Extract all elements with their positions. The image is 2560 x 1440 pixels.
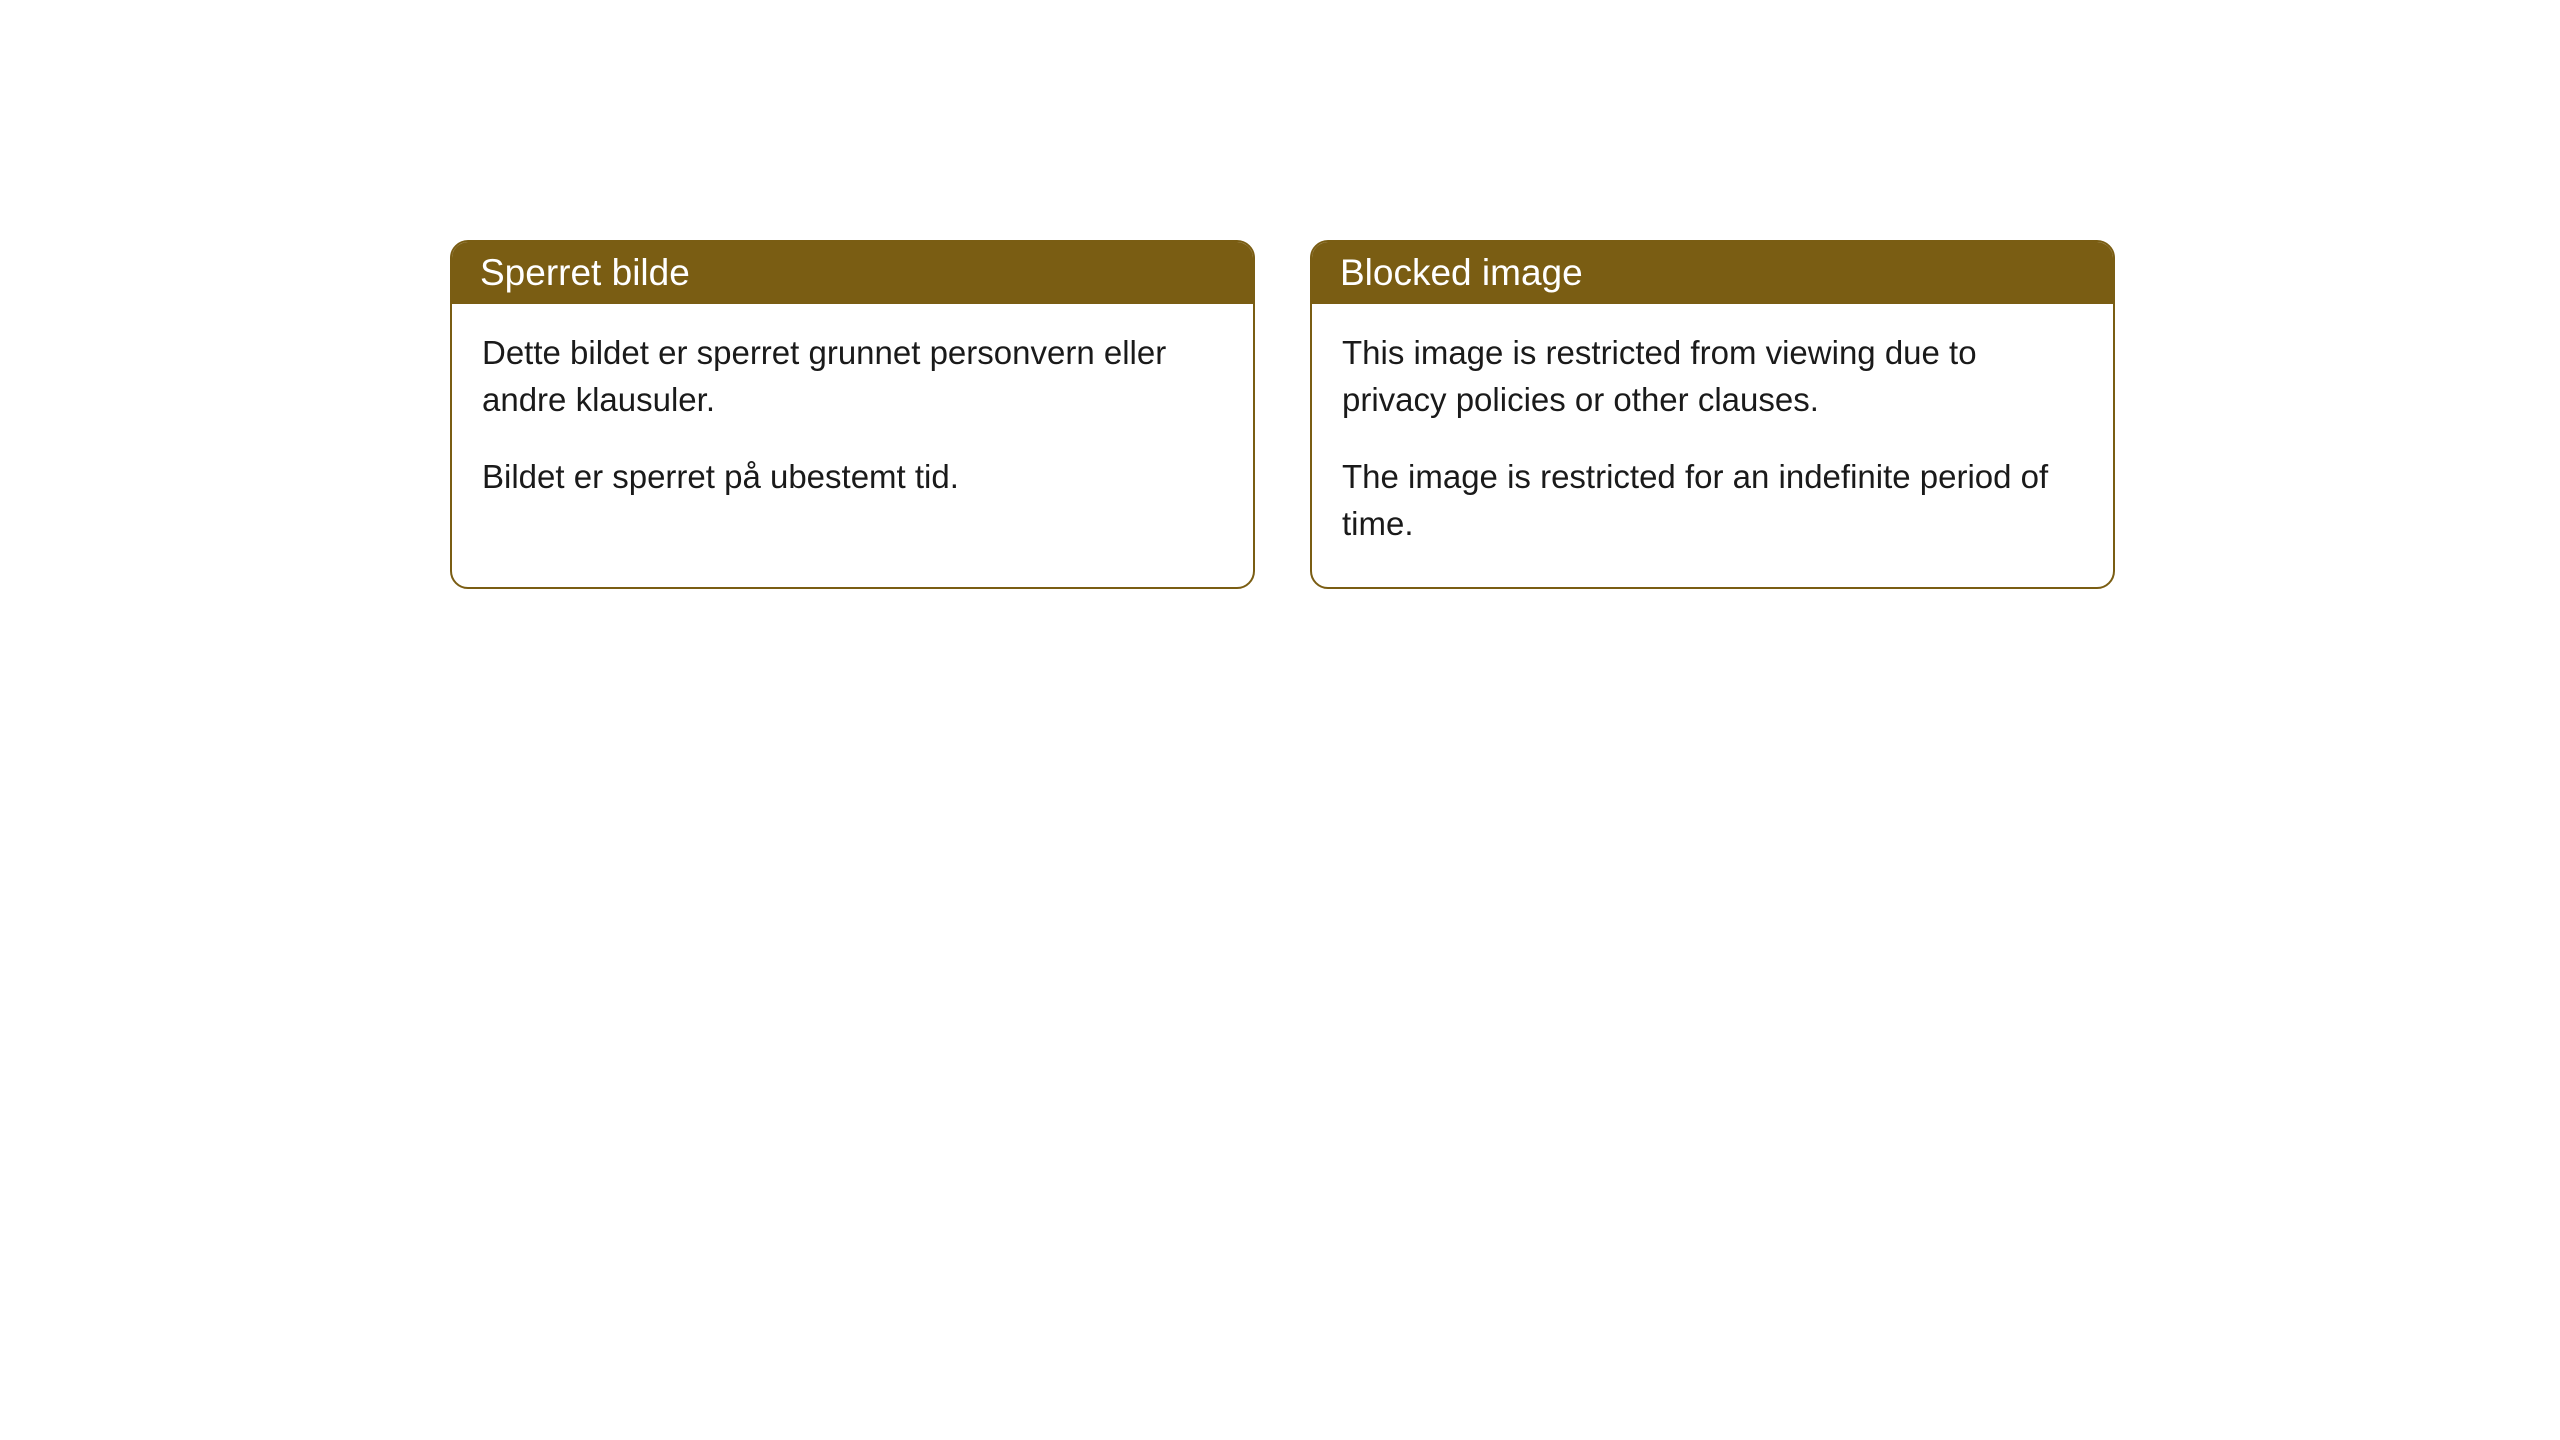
notice-card-norwegian: Sperret bilde Dette bildet er sperret gr…	[450, 240, 1255, 589]
card-paragraph: Bildet er sperret på ubestemt tid.	[482, 454, 1223, 501]
notice-cards-container: Sperret bilde Dette bildet er sperret gr…	[450, 240, 2560, 589]
card-title: Sperret bilde	[480, 252, 690, 293]
card-paragraph: This image is restricted from viewing du…	[1342, 330, 2083, 424]
card-paragraph: Dette bildet er sperret grunnet personve…	[482, 330, 1223, 424]
card-paragraph: The image is restricted for an indefinit…	[1342, 454, 2083, 548]
card-header: Sperret bilde	[452, 242, 1253, 304]
notice-card-english: Blocked image This image is restricted f…	[1310, 240, 2115, 589]
card-body: This image is restricted from viewing du…	[1312, 304, 2113, 587]
card-body: Dette bildet er sperret grunnet personve…	[452, 304, 1253, 541]
card-title: Blocked image	[1340, 252, 1583, 293]
card-header: Blocked image	[1312, 242, 2113, 304]
